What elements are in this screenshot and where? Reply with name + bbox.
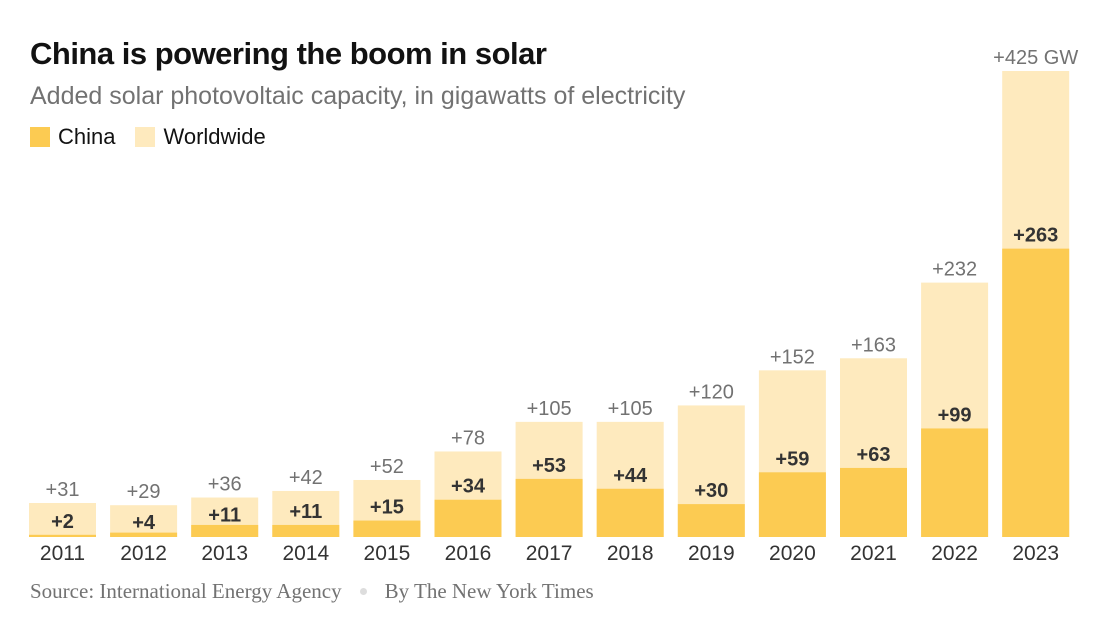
- china-label-2011: +2: [51, 511, 74, 533]
- total-label-2014: +42: [289, 467, 323, 489]
- bar-china-2022: [921, 428, 989, 537]
- total-label-2023: +425 GW: [993, 47, 1078, 69]
- china-label-2017: +53: [532, 455, 566, 477]
- china-label-2023: +263: [1013, 225, 1058, 247]
- china-label-2015: +15: [370, 497, 404, 519]
- year-label-2018: 2018: [607, 542, 654, 565]
- total-label-2012: +29: [127, 481, 161, 503]
- legend-item-worldwide: Worldwide: [135, 124, 266, 150]
- year-label-2012: 2012: [120, 542, 167, 565]
- total-label-2011: +31: [46, 479, 80, 501]
- legend-label-china: China: [58, 124, 116, 149]
- bar-china-2013: [191, 524, 259, 537]
- source-text: Source: International Energy Agency: [30, 579, 342, 603]
- bar-china-2017: [515, 478, 583, 537]
- bar-china-2016: [434, 499, 502, 537]
- byline-text: By The New York Times: [384, 579, 594, 603]
- china-label-2018: +44: [613, 465, 648, 487]
- chart-subtitle: Added solar photovoltaic capacity, in gi…: [30, 82, 686, 110]
- bar-china-2020: [758, 472, 826, 537]
- year-label-2015: 2015: [364, 542, 411, 565]
- year-label-2011: 2011: [40, 542, 85, 565]
- year-label-2023: 2023: [1012, 542, 1059, 565]
- legend-item-china: China: [30, 124, 115, 150]
- china-label-2013: +11: [208, 505, 241, 527]
- year-label-2022: 2022: [931, 542, 978, 565]
- year-label-2014: 2014: [282, 542, 329, 565]
- china-label-2021: +63: [857, 444, 891, 466]
- year-label-2016: 2016: [445, 542, 492, 565]
- total-label-2018: +105: [608, 398, 653, 420]
- legend-label-worldwide: Worldwide: [163, 124, 266, 149]
- china-label-2016: +34: [451, 476, 486, 498]
- total-label-2015: +52: [370, 456, 404, 478]
- total-label-2020: +152: [770, 346, 815, 368]
- year-label-2020: 2020: [769, 542, 816, 565]
- total-label-2016: +78: [451, 427, 485, 449]
- bar-china-2021: [840, 467, 907, 537]
- year-label-2013: 2013: [201, 542, 248, 565]
- bar-worldwide-2012: [110, 505, 178, 537]
- bar-worldwide-2011: [29, 503, 96, 537]
- footer: Source: International Energy Agency By T…: [30, 579, 594, 604]
- year-label-2019: 2019: [688, 542, 735, 565]
- year-label-2017: 2017: [526, 542, 573, 565]
- total-label-2021: +163: [851, 334, 896, 356]
- bar-china-2012: [110, 532, 178, 537]
- bar-china-2011: [29, 534, 96, 537]
- legend: China Worldwide: [30, 124, 286, 150]
- total-label-2019: +120: [689, 381, 734, 403]
- separator-dot: [359, 588, 367, 595]
- total-label-2022: +232: [932, 259, 977, 281]
- bar-china-2023: [1002, 248, 1070, 537]
- bar-china-2014: [272, 524, 340, 537]
- china-label-2022: +99: [938, 404, 972, 426]
- china-label-2020: +59: [775, 448, 809, 470]
- chart-title: China is powering the boom in solar: [30, 36, 547, 71]
- total-label-2017: +105: [527, 398, 572, 420]
- bar-china-2019: [677, 504, 745, 537]
- china-label-2012: +4: [132, 512, 156, 534]
- year-label-2021: 2021: [850, 542, 897, 565]
- legend-swatch-china: [30, 127, 50, 147]
- bar-china-2018: [596, 488, 664, 537]
- legend-swatch-worldwide: [135, 127, 156, 147]
- bar-china-2015: [353, 520, 421, 537]
- total-label-2013: +36: [208, 474, 242, 496]
- china-label-2019: +30: [694, 480, 728, 502]
- china-label-2014: +11: [289, 501, 322, 523]
